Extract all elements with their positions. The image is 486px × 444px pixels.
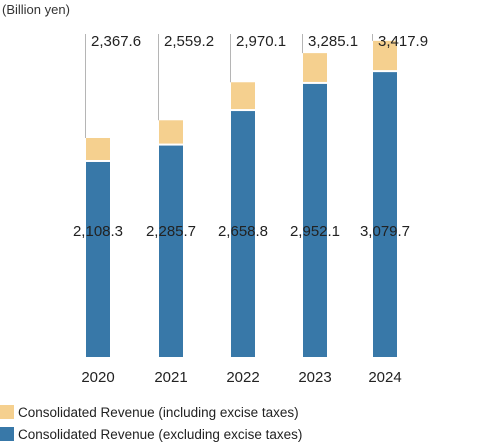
bars-group: [86, 40, 397, 357]
labels-group: 2,367.6 2,108.3 2,559.2 2,285.7 2,970.1 2,658…: [73, 33, 428, 240]
legend-swatch-excluding: [0, 427, 14, 441]
excluding-label-2024: 3,079.7: [360, 223, 410, 240]
total-label-2020: 2,367.6: [91, 33, 141, 50]
x-tick-2021: 2021: [154, 369, 187, 386]
excluding-label-2021: 2,285.7: [146, 223, 196, 240]
unit-label: (Billion yen): [2, 2, 70, 17]
x-tick-2022: 2022: [226, 369, 259, 386]
legend-label-including: Consolidated Revenue (including excise t…: [18, 405, 299, 420]
x-tick-2023: 2023: [298, 369, 331, 386]
bar-excluding-2020: [86, 161, 110, 357]
bar-excluding-2022: [231, 111, 255, 357]
excluding-label-2020: 2,108.3: [73, 223, 123, 240]
bar-excise-portion-2024: [373, 40, 397, 71]
bar-excluding-2023: [303, 83, 327, 357]
excluding-label-2023: 2,952.1: [290, 223, 340, 240]
excluding-label-2022: 2,658.8: [218, 223, 268, 240]
x-tick-2024: 2024: [368, 369, 401, 386]
total-label-2023: 3,285.1: [308, 33, 358, 50]
x-tick-2020: 2020: [81, 369, 114, 386]
legend: Consolidated Revenue (including excise t…: [0, 405, 302, 442]
total-label-2024: 3,417.9: [378, 33, 428, 50]
bar-excise-portion-2023: [303, 53, 327, 82]
bar-excluding-2021: [159, 145, 183, 357]
bar-excise-portion-2020: [86, 137, 110, 160]
legend-swatch-including: [0, 405, 14, 419]
total-label-2022: 2,970.1: [236, 33, 286, 50]
bar-excluding-2024: [373, 72, 397, 357]
bar-excise-portion-2021: [159, 120, 183, 144]
x-axis-ticks: 2020 2021 2022 2023 2024: [81, 369, 401, 386]
legend-label-excluding: Consolidated Revenue (excluding excise t…: [18, 427, 302, 442]
total-label-2021: 2,559.2: [164, 33, 214, 50]
bar-excise-portion-2022: [231, 82, 255, 110]
